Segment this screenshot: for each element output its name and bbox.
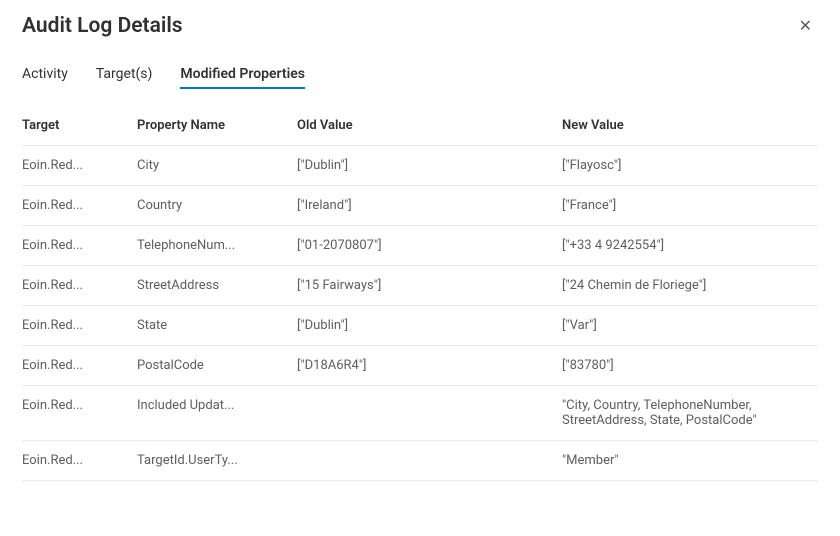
cell-new-value: ["83780"] (562, 346, 818, 386)
table-row[interactable]: Eoin.Red...Included Updat... "City, Count… (22, 386, 818, 441)
cell-new-value: ["France"] (562, 186, 818, 226)
cell-old-value (297, 386, 562, 441)
tabs: Activity Target(s) Modified Properties (22, 66, 818, 88)
table-row[interactable]: Eoin.Red...StreetAddress["15 Fairways"][… (22, 266, 818, 306)
cell-property: TargetId.UserTy... (137, 441, 297, 481)
cell-new-value: ["Flayosc"] (562, 146, 818, 186)
col-property[interactable]: Property Name (137, 118, 297, 146)
close-icon[interactable]: ✕ (793, 14, 818, 38)
table-row[interactable]: Eoin.Red...Country["Ireland"]["France"] (22, 186, 818, 226)
tab-targets[interactable]: Target(s) (96, 66, 153, 88)
cell-target: Eoin.Red... (22, 346, 137, 386)
cell-new-value: ["Var"] (562, 306, 818, 346)
cell-property: Included Updat... (137, 386, 297, 441)
modified-properties-table: Target Property Name Old Value New Value… (22, 118, 818, 481)
cell-old-value: ["Ireland"] (297, 186, 562, 226)
cell-target: Eoin.Red... (22, 266, 137, 306)
cell-old-value: ["Dublin"] (297, 306, 562, 346)
cell-old-value: ["Dublin"] (297, 146, 562, 186)
header-row: Audit Log Details ✕ (22, 14, 818, 66)
table-row[interactable]: Eoin.Red...City["Dublin"]["Flayosc"] (22, 146, 818, 186)
table-row[interactable]: Eoin.Red...PostalCode["D18A6R4"]["83780"… (22, 346, 818, 386)
table-row[interactable]: Eoin.Red...State["Dublin"]["Var"] (22, 306, 818, 346)
cell-target: Eoin.Red... (22, 146, 137, 186)
cell-target: Eoin.Red... (22, 386, 137, 441)
cell-property: StreetAddress (137, 266, 297, 306)
cell-property: City (137, 146, 297, 186)
cell-old-value: ["01-2070807"] (297, 226, 562, 266)
cell-target: Eoin.Red... (22, 226, 137, 266)
col-old[interactable]: Old Value (297, 118, 562, 146)
page-title: Audit Log Details (22, 14, 183, 38)
cell-new-value: ["+33 4 9242554"] (562, 226, 818, 266)
cell-target: Eoin.Red... (22, 186, 137, 226)
tab-modified-properties[interactable]: Modified Properties (180, 66, 305, 88)
cell-old-value: ["D18A6R4"] (297, 346, 562, 386)
cell-property: PostalCode (137, 346, 297, 386)
cell-old-value (297, 441, 562, 481)
cell-target: Eoin.Red... (22, 306, 137, 346)
cell-old-value: ["15 Fairways"] (297, 266, 562, 306)
table-row[interactable]: Eoin.Red...TelephoneNum...["01-2070807"]… (22, 226, 818, 266)
cell-new-value: "City, Country, TelephoneNumber, StreetA… (562, 386, 818, 441)
table-header-row: Target Property Name Old Value New Value (22, 118, 818, 146)
cell-target: Eoin.Red... (22, 441, 137, 481)
cell-property: State (137, 306, 297, 346)
tab-activity[interactable]: Activity (22, 66, 68, 88)
cell-new-value: "Member" (562, 441, 818, 481)
col-new[interactable]: New Value (562, 118, 818, 146)
cell-property: Country (137, 186, 297, 226)
audit-log-details-panel: Audit Log Details ✕ Activity Target(s) M… (0, 0, 840, 536)
cell-property: TelephoneNum... (137, 226, 297, 266)
col-target[interactable]: Target (22, 118, 137, 146)
table-row[interactable]: Eoin.Red...TargetId.UserTy... "Member" (22, 441, 818, 481)
cell-new-value: ["24 Chemin de Floriege"] (562, 266, 818, 306)
